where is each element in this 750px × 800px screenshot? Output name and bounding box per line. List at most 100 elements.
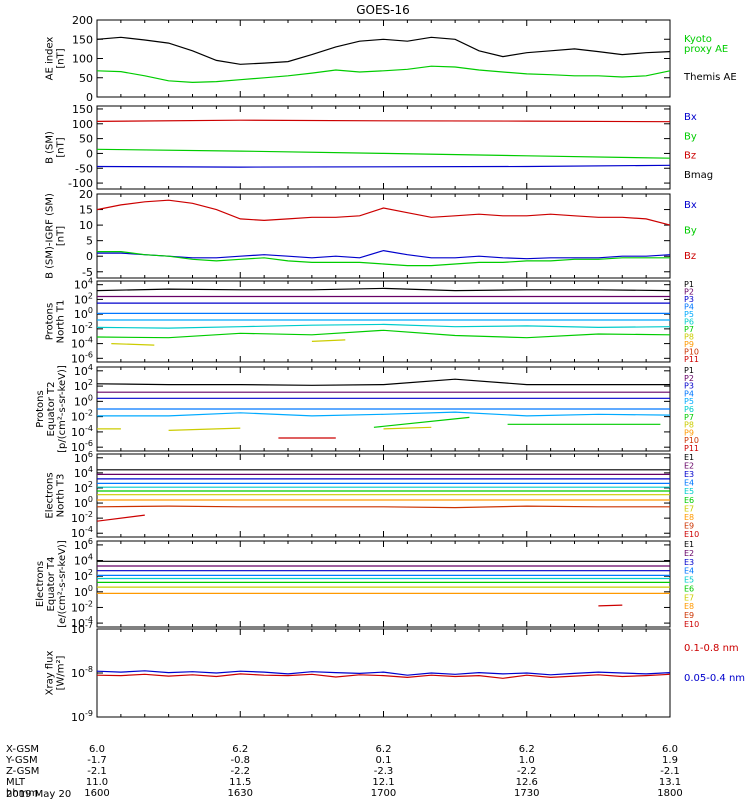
legend-entry: P3	[684, 382, 694, 391]
legend-entry: E4	[684, 567, 694, 576]
y-tick-base: 10	[71, 711, 85, 724]
y-tick-exponent: 4	[88, 363, 93, 372]
series-bz	[96, 119, 671, 123]
x-tick-value: -2.3	[374, 766, 394, 777]
series-p8	[111, 343, 155, 346]
y-tick-base: 10	[71, 512, 85, 525]
legend-entry: Bmag	[684, 170, 713, 181]
legend-entry: E4	[684, 479, 694, 488]
series-bx	[96, 164, 671, 168]
series-p8	[311, 339, 346, 342]
series-p5	[97, 411, 671, 417]
legend-entry: E2	[684, 549, 694, 558]
y-tick-base: 10	[74, 467, 88, 480]
legend-entry: E10	[684, 530, 699, 539]
y-tick-base: 10	[74, 395, 88, 408]
y-tick-base: 10	[74, 365, 88, 378]
y-tick-label: 150	[72, 103, 93, 116]
x-tick-value: 1630	[228, 788, 253, 799]
series-p1	[96, 378, 670, 386]
legend-entry: P10	[684, 348, 699, 357]
legend-entry: 0.05-0.4 nm	[684, 673, 745, 684]
legend-entry: P8	[684, 333, 694, 342]
legend-entry: E6	[684, 496, 694, 505]
y-tick-label: 102	[74, 568, 93, 583]
y-tick-label: 10	[79, 219, 93, 232]
legend-entry: E5	[684, 487, 694, 496]
y-tick-label: 10-2	[71, 599, 93, 614]
y-tick-label: 102	[74, 291, 93, 306]
legend-entry: E1	[684, 453, 694, 462]
y-tick-exponent: -2	[85, 599, 93, 608]
legend-entry: P1	[684, 366, 694, 375]
y-tick-exponent: -6	[85, 350, 93, 359]
series-p8	[383, 426, 432, 430]
x-tick-value: 6.2	[232, 744, 248, 755]
legend-entry: P5	[684, 397, 694, 406]
y-tick-label: 0	[86, 250, 93, 263]
legend-entry: P10	[684, 436, 699, 445]
legend-entry: P9	[684, 340, 694, 349]
series-bx	[97, 249, 671, 260]
legend-entry: E8	[684, 602, 694, 611]
series-e9	[96, 505, 670, 509]
series-0-1-0-8-nm	[96, 673, 671, 679]
x-tick-value: 1.0	[519, 755, 535, 766]
y-axis-label: Protons	[35, 390, 46, 427]
y-tick-base: 10	[74, 586, 88, 599]
y-tick-exponent: 4	[88, 553, 93, 562]
y-tick-exponent: 0	[88, 306, 93, 315]
x-tick-value: 1730	[514, 788, 539, 799]
y-tick-label: -5	[82, 266, 93, 279]
y-tick-label: 20	[79, 188, 93, 201]
y-tick-label: 100	[72, 118, 93, 131]
series-p7	[96, 329, 671, 339]
y-tick-label: 100	[74, 393, 93, 408]
y-axis-label: [nT]	[56, 137, 67, 157]
y-tick-label: 50	[79, 133, 93, 146]
x-axis-table: X-GSMY-GSMZ-GSMMLThhmm6.0-1.7-2.111.0160…	[5, 744, 683, 799]
y-tick-base: 10	[71, 623, 85, 636]
series-kyoto-proxy-ae	[96, 65, 671, 84]
y-tick-label: 150	[72, 33, 93, 46]
y-axis-label: Equator T4	[46, 557, 57, 612]
y-tick-label: 10-2	[71, 409, 93, 424]
legend-entry: P4	[684, 303, 694, 312]
legend-entry: P1	[684, 280, 694, 289]
y-tick-label: 106	[74, 537, 93, 552]
y-tick-base: 10	[71, 352, 85, 365]
y-tick-base: 10	[74, 555, 88, 568]
date-label: 2019 May 20	[6, 789, 71, 800]
y-tick-label: 10-2	[71, 321, 93, 336]
y-tick-base: 10	[74, 308, 88, 321]
x-tick-value: -0.8	[230, 755, 250, 766]
y-tick-label: 10-8	[71, 665, 93, 680]
legend-entry: Bx	[684, 112, 697, 123]
x-tick-value: 6.2	[376, 744, 392, 755]
legend-entry: P6	[684, 318, 694, 327]
x-tick-value: 6.0	[662, 744, 678, 755]
x-row-label: Y-GSM	[5, 755, 38, 766]
legend-entry: E9	[684, 521, 694, 530]
y-tick-label: -100	[68, 177, 93, 190]
y-axis-label: Electrons	[45, 472, 56, 518]
legend-entry: P7	[684, 413, 694, 422]
y-axis-label: [e/(cm²-s-sr-keV)]	[57, 540, 68, 628]
y-tick-exponent: 4	[88, 277, 93, 286]
y-tick-label: 106	[74, 450, 93, 465]
x-tick-value: -1.7	[87, 755, 107, 766]
legend-entry: Bz	[684, 251, 696, 262]
x-tick-value: -2.2	[517, 766, 537, 777]
legend-entry: E3	[684, 470, 694, 479]
series-by	[97, 251, 670, 267]
y-tick-label: 104	[74, 277, 93, 292]
y-tick-label: 10-6	[71, 439, 93, 454]
y-axis-label: Equator T2	[46, 382, 57, 437]
x-tick-value: -2.1	[87, 766, 107, 777]
